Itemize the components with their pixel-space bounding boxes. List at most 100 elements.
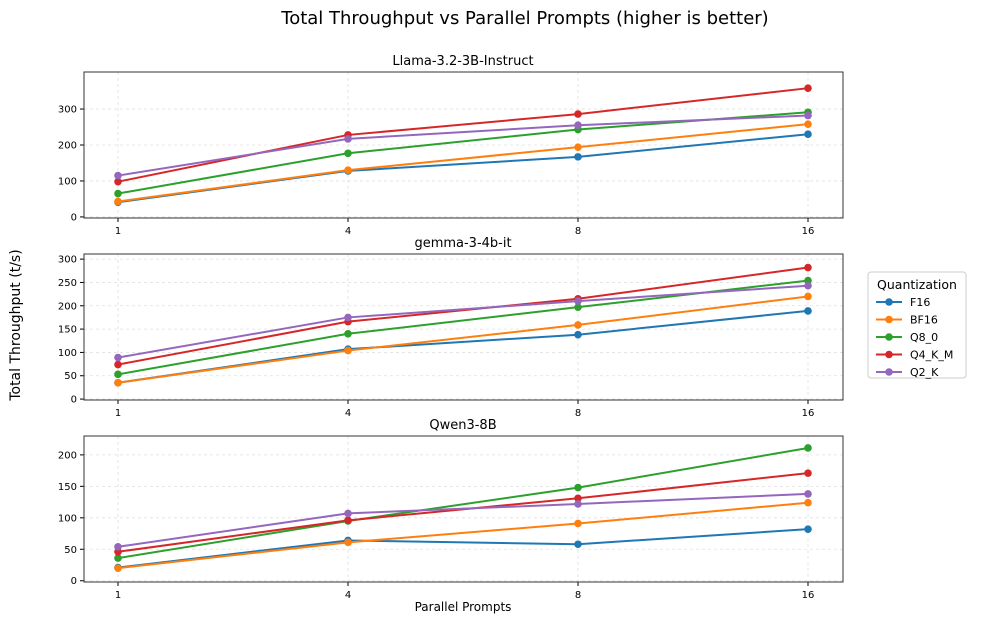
legend-label-f16: F16 [910, 296, 930, 309]
data-point-f16 [804, 525, 812, 533]
x-tick-label: 4 [345, 408, 351, 419]
y-tick-label: 100 [58, 348, 77, 359]
series-line-f16 [117, 309, 809, 384]
data-point-q2_k [114, 542, 122, 551]
data-point-bf16 [804, 498, 812, 507]
legend-label-q2_k: Q2_K [910, 366, 939, 379]
data-point-bf16 [574, 143, 582, 151]
series-line-bf16 [117, 501, 809, 570]
data-point-q2_k [114, 353, 122, 362]
y-tick-label: 0 [71, 395, 77, 406]
legend-marker-q2_k [885, 368, 893, 376]
y-tick-label: 0 [71, 576, 77, 587]
y-axis-label: Total Throughput (t/s) [8, 249, 24, 401]
data-point-q2_k [574, 121, 582, 130]
data-point-q2_k [804, 111, 812, 120]
legend-label-q4_k_m: Q4_K_M [910, 349, 953, 362]
data-point-q4_k_m [804, 84, 812, 92]
chart-title: Total Throughput vs Parallel Prompts (hi… [280, 8, 768, 29]
data-point-q2_k [114, 171, 122, 180]
data-point-bf16 [574, 519, 582, 528]
data-point-q8_0 [114, 189, 122, 198]
y-tick-label: 300 [58, 255, 77, 266]
data-point-f16 [804, 307, 812, 315]
x-tick-label: 16 [802, 226, 815, 237]
y-tick-label: 200 [58, 141, 77, 152]
data-point-q4_k_m [344, 516, 352, 525]
y-tick-label: 100 [58, 513, 77, 524]
data-point-bf16 [114, 378, 122, 387]
y-tick-label: 50 [64, 371, 77, 382]
data-point-q4_k_m [574, 110, 582, 118]
legend-marker-q4_k_m [885, 350, 893, 359]
series-line-q4_k_m [117, 87, 809, 183]
series-line-q2_k [117, 114, 809, 177]
data-point-bf16 [114, 564, 122, 572]
x-tick-label: 8 [575, 226, 581, 237]
data-point-q4_k_m [114, 177, 122, 186]
legend-marker-f16 [885, 298, 893, 306]
data-point-q4_k_m [804, 469, 812, 477]
data-point-q2_k [344, 313, 352, 322]
axes-frame [83, 71, 844, 219]
data-point-bf16 [574, 321, 582, 329]
data-point-bf16 [114, 197, 122, 206]
y-tick-label: 100 [58, 176, 77, 187]
y-tick-label: 0 [71, 212, 77, 223]
x-tick-label: 16 [802, 590, 815, 601]
series-line-q2_k [117, 284, 809, 359]
data-point-q8_0 [114, 370, 122, 379]
y-tick-label: 50 [64, 545, 77, 556]
data-point-q2_k [804, 490, 812, 498]
series-line-q8_0 [117, 279, 809, 376]
data-point-q4_k_m [114, 360, 122, 369]
x-tick-label: 8 [575, 590, 581, 601]
data-point-bf16 [344, 346, 352, 355]
legend-box [867, 271, 967, 379]
subplot-title: Llama-3.2-3B-Instruct [392, 54, 533, 69]
y-tick-label: 300 [58, 105, 77, 116]
x-axis-label: Parallel Prompts [415, 600, 512, 614]
series-line-f16 [117, 528, 809, 569]
data-point-q8_0 [344, 149, 352, 158]
x-tick-label: 4 [345, 226, 351, 237]
axes-frame [83, 435, 844, 583]
x-tick-label: 4 [345, 590, 351, 601]
series-line-f16 [117, 133, 809, 204]
data-point-q8_0 [574, 303, 582, 311]
legend-title: Quantization [877, 277, 957, 292]
subplot-1: gemma-3-4b-it 1 4 8 16 0 50 100 150 200 250 300 [58, 236, 844, 419]
x-tick-label: 8 [575, 408, 581, 419]
data-point-q2_k [344, 135, 352, 143]
subplot-title: gemma-3-4b-it [414, 236, 511, 251]
x-tick-label: 16 [802, 408, 815, 419]
x-tick-label: 1 [115, 590, 121, 601]
data-point-q4_k_m [804, 263, 812, 272]
x-tick-label: 1 [115, 226, 121, 237]
series-line-q8_0 [117, 446, 809, 560]
data-point-f16 [574, 153, 582, 161]
data-point-f16 [574, 540, 582, 549]
data-point-f16 [804, 130, 812, 139]
y-tick-label: 150 [58, 325, 77, 336]
data-point-q8_0 [574, 483, 582, 492]
data-point-bf16 [344, 166, 352, 174]
x-tick-label: 1 [115, 408, 121, 419]
data-point-q2_k [574, 500, 582, 508]
subplot-title: Qwen3-8B [429, 418, 496, 433]
data-point-q8_0 [804, 444, 812, 452]
legend-marker-bf16 [885, 315, 893, 324]
y-tick-label: 150 [58, 482, 77, 493]
series-line-bf16 [117, 295, 809, 384]
legend: Quantization F16 BF16 Q8_0 Q4_K_M Q2_K [867, 271, 967, 379]
legend-label-q8_0: Q8_0 [910, 331, 938, 344]
data-point-bf16 [344, 538, 352, 547]
axes-frame [83, 253, 844, 401]
series-line-q2_k [117, 492, 809, 548]
data-point-q2_k [344, 509, 352, 518]
data-point-q2_k [804, 281, 812, 290]
data-point-q2_k [574, 297, 582, 305]
data-point-bf16 [804, 292, 812, 301]
subplot-2: Qwen3-8B 1 4 8 16 0 50 100 150 200 [58, 418, 844, 601]
